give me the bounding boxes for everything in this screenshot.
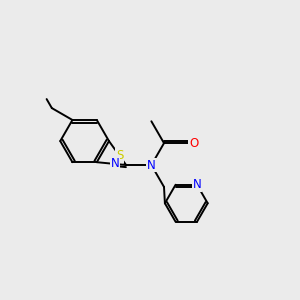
Text: O: O (189, 137, 198, 150)
Text: S: S (116, 149, 123, 162)
Text: N: N (147, 158, 156, 172)
Text: N: N (193, 178, 201, 191)
Text: N: N (111, 158, 119, 170)
